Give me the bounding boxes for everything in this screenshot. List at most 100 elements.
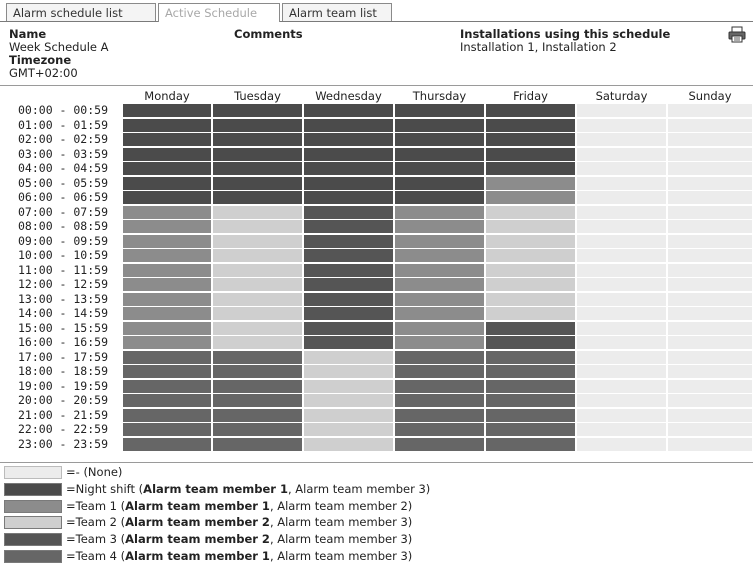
schedule-cell[interactable]: [485, 306, 576, 321]
schedule-cell[interactable]: [303, 175, 394, 191]
schedule-cell[interactable]: [303, 306, 394, 321]
schedule-cell[interactable]: [212, 103, 303, 118]
schedule-cell[interactable]: [667, 248, 753, 263]
schedule-cell[interactable]: [122, 277, 212, 292]
schedule-cell[interactable]: [122, 132, 212, 147]
schedule-cell[interactable]: [576, 117, 667, 133]
schedule-cell[interactable]: [303, 248, 394, 263]
schedule-cell[interactable]: [576, 161, 667, 176]
schedule-cell[interactable]: [576, 190, 667, 205]
schedule-cell[interactable]: [122, 436, 212, 452]
schedule-cell[interactable]: [394, 291, 485, 307]
schedule-cell[interactable]: [212, 262, 303, 278]
schedule-cell[interactable]: [667, 335, 753, 350]
schedule-cell[interactable]: [667, 190, 753, 205]
schedule-cell[interactable]: [212, 407, 303, 423]
schedule-cell[interactable]: [122, 393, 212, 408]
schedule-cell[interactable]: [485, 233, 576, 249]
schedule-cell[interactable]: [394, 219, 485, 234]
schedule-cell[interactable]: [303, 103, 394, 118]
schedule-cell[interactable]: [576, 233, 667, 249]
schedule-cell[interactable]: [394, 349, 485, 365]
schedule-cell[interactable]: [485, 335, 576, 350]
schedule-cell[interactable]: [667, 306, 753, 321]
schedule-cell[interactable]: [667, 407, 753, 423]
schedule-cell[interactable]: [667, 146, 753, 162]
schedule-cell[interactable]: [122, 161, 212, 176]
schedule-cell[interactable]: [122, 233, 212, 249]
schedule-cell[interactable]: [394, 233, 485, 249]
schedule-cell[interactable]: [667, 378, 753, 394]
schedule-cell[interactable]: [303, 378, 394, 394]
schedule-cell[interactable]: [212, 349, 303, 365]
schedule-cell[interactable]: [122, 262, 212, 278]
schedule-cell[interactable]: [667, 262, 753, 278]
schedule-cell[interactable]: [212, 422, 303, 437]
schedule-cell[interactable]: [122, 190, 212, 205]
schedule-cell[interactable]: [576, 422, 667, 437]
schedule-cell[interactable]: [485, 103, 576, 118]
schedule-cell[interactable]: [122, 117, 212, 133]
schedule-cell[interactable]: [485, 132, 576, 147]
schedule-cell[interactable]: [303, 320, 394, 336]
schedule-cell[interactable]: [485, 175, 576, 191]
schedule-cell[interactable]: [303, 190, 394, 205]
schedule-cell[interactable]: [212, 378, 303, 394]
schedule-cell[interactable]: [667, 204, 753, 220]
schedule-cell[interactable]: [212, 233, 303, 249]
schedule-cell[interactable]: [122, 320, 212, 336]
schedule-cell[interactable]: [394, 190, 485, 205]
schedule-cell[interactable]: [212, 320, 303, 336]
schedule-cell[interactable]: [394, 364, 485, 379]
schedule-cell[interactable]: [394, 132, 485, 147]
schedule-cell[interactable]: [122, 422, 212, 437]
schedule-cell[interactable]: [303, 204, 394, 220]
schedule-cell[interactable]: [667, 103, 753, 118]
schedule-cell[interactable]: [212, 219, 303, 234]
schedule-cell[interactable]: [394, 335, 485, 350]
schedule-cell[interactable]: [394, 175, 485, 191]
schedule-cell[interactable]: [212, 190, 303, 205]
schedule-cell[interactable]: [485, 320, 576, 336]
schedule-cell[interactable]: [122, 219, 212, 234]
schedule-cell[interactable]: [485, 219, 576, 234]
schedule-cell[interactable]: [212, 248, 303, 263]
schedule-cell[interactable]: [576, 248, 667, 263]
schedule-cell[interactable]: [394, 422, 485, 437]
schedule-cell[interactable]: [485, 190, 576, 205]
schedule-cell[interactable]: [576, 306, 667, 321]
schedule-cell[interactable]: [212, 393, 303, 408]
schedule-cell[interactable]: [576, 291, 667, 307]
schedule-cell[interactable]: [394, 277, 485, 292]
schedule-cell[interactable]: [122, 103, 212, 118]
schedule-cell[interactable]: [576, 132, 667, 147]
schedule-cell[interactable]: [303, 233, 394, 249]
schedule-cell[interactable]: [485, 262, 576, 278]
schedule-cell[interactable]: [303, 277, 394, 292]
schedule-cell[interactable]: [212, 291, 303, 307]
schedule-cell[interactable]: [303, 335, 394, 350]
schedule-cell[interactable]: [667, 393, 753, 408]
schedule-cell[interactable]: [122, 349, 212, 365]
schedule-cell[interactable]: [667, 422, 753, 437]
tab-alarm-team-list[interactable]: Alarm team list: [282, 3, 392, 21]
schedule-cell[interactable]: [667, 320, 753, 336]
schedule-cell[interactable]: [394, 262, 485, 278]
schedule-cell[interactable]: [667, 175, 753, 191]
schedule-cell[interactable]: [485, 117, 576, 133]
schedule-cell[interactable]: [394, 306, 485, 321]
schedule-cell[interactable]: [576, 262, 667, 278]
schedule-cell[interactable]: [303, 146, 394, 162]
schedule-cell[interactable]: [485, 393, 576, 408]
schedule-cell[interactable]: [212, 364, 303, 379]
schedule-cell[interactable]: [212, 175, 303, 191]
schedule-cell[interactable]: [667, 161, 753, 176]
schedule-cell[interactable]: [122, 204, 212, 220]
schedule-cell[interactable]: [394, 320, 485, 336]
schedule-cell[interactable]: [485, 291, 576, 307]
schedule-cell[interactable]: [303, 161, 394, 176]
schedule-cell[interactable]: [485, 407, 576, 423]
schedule-cell[interactable]: [122, 291, 212, 307]
schedule-cell[interactable]: [394, 161, 485, 176]
schedule-cell[interactable]: [576, 204, 667, 220]
